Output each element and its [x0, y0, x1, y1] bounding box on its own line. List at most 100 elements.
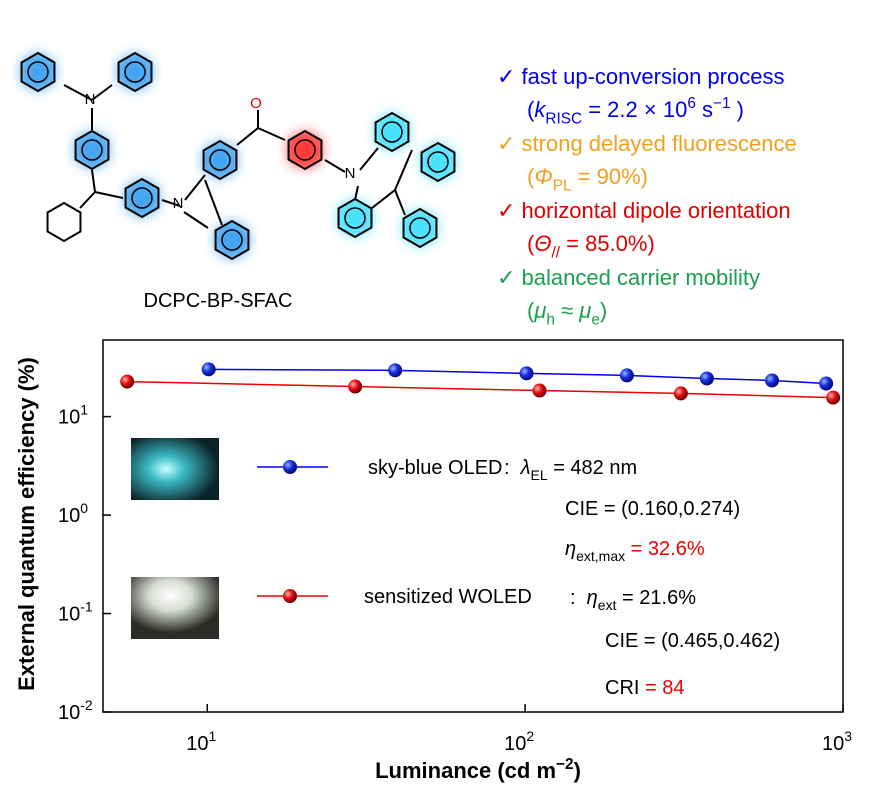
data-point	[619, 368, 634, 383]
tick-exp: 2	[526, 728, 534, 744]
legend-marker	[283, 589, 297, 603]
bond	[184, 174, 206, 201]
ring	[420, 141, 456, 183]
x-tick-label: 102	[504, 728, 534, 755]
text-run: ext	[598, 597, 617, 613]
text-run: )	[731, 97, 744, 122]
atom-label: N	[345, 165, 356, 182]
text-run: )	[574, 758, 581, 783]
atom-label: O	[250, 95, 262, 112]
y-tick-label: 101	[58, 402, 88, 429]
bond	[371, 189, 396, 209]
text-run: s	[696, 97, 713, 122]
feature-text: (kRISC = 2.2 × 106 s−1 )	[527, 95, 744, 127]
data-point	[201, 362, 216, 377]
text-run: CIE = (0.160,0.274)	[565, 498, 740, 520]
ring-inner	[427, 151, 449, 173]
tick-exp: 0	[80, 500, 88, 516]
feature-text: (μh ≈ μe)	[527, 298, 607, 329]
legend-label: sky-blue OLED	[368, 457, 503, 479]
legend-marker	[283, 460, 297, 474]
text-run: = 85.0%)	[560, 231, 655, 256]
bond	[257, 127, 286, 141]
text-run: (	[527, 97, 535, 122]
molecule-name: DCPC-BP-SFAC	[144, 290, 293, 312]
bond	[394, 189, 406, 216]
tick-base: 10	[504, 733, 526, 755]
tick-base: 10	[58, 604, 80, 626]
tick-exp: -2	[80, 697, 93, 713]
device-photo	[131, 438, 219, 500]
text-run: = 84	[639, 677, 684, 699]
bond	[359, 147, 379, 171]
text-run: CRI	[605, 677, 639, 699]
feature-text: ✓ balanced carrier mobility	[497, 265, 760, 290]
data-point	[673, 386, 688, 401]
y-tick-label: 10-1	[58, 599, 93, 626]
feature-text: (ΦPL = 90%)	[527, 164, 648, 195]
bond	[394, 149, 413, 191]
text-run: EL	[531, 467, 548, 483]
ring-inner	[27, 61, 49, 83]
ring	[124, 177, 160, 219]
bond	[324, 159, 346, 173]
ring-inner	[81, 139, 103, 161]
molecule-structure: N N O N	[20, 51, 456, 261]
ring-inner	[131, 187, 153, 209]
text-run: :	[504, 457, 521, 479]
y-axis-label: External quantum efficiency (%)	[14, 357, 39, 691]
x-tick-label: 103	[822, 728, 852, 755]
tick-exp: -1	[80, 599, 93, 615]
text-run: −2	[556, 756, 574, 773]
ring	[287, 129, 323, 171]
text-run: CIE = (0.465,0.462)	[605, 630, 780, 652]
text-run: (	[527, 231, 535, 256]
text-run: PL	[553, 178, 572, 195]
text-run: = 32.6%	[625, 538, 705, 560]
tick-exp: 1	[208, 728, 216, 744]
text-run: η	[565, 538, 576, 560]
text-run: ✓ strong delayed fluorescence	[497, 131, 797, 156]
bond	[204, 179, 223, 226]
text-run: //	[551, 245, 560, 262]
ring	[202, 139, 238, 181]
annotation: ηext,max = 32.6%	[565, 538, 705, 564]
text-run: = 21.6%	[616, 587, 696, 609]
ring	[337, 197, 373, 239]
text-run: e	[591, 312, 600, 329]
bond	[94, 191, 124, 199]
ring-inner	[344, 207, 366, 229]
text-run: ✓ balanced carrier mobility	[497, 265, 760, 290]
ring-inner	[381, 121, 403, 143]
text-run: ≈	[555, 298, 579, 323]
data-point	[532, 383, 547, 398]
data-point	[519, 366, 534, 381]
text-run: :	[570, 587, 587, 609]
text-run: 6	[687, 95, 696, 112]
text-run: (	[527, 164, 535, 189]
text-run: ✓ horizontal dipole orientation	[497, 198, 791, 223]
data-point	[819, 376, 834, 391]
annotation: CRI = 84	[605, 677, 685, 699]
text-run: λ	[520, 457, 531, 479]
legend-label: sensitized WOLED	[364, 586, 532, 608]
y-tick-label: 100	[58, 500, 88, 527]
data-point	[388, 363, 403, 378]
ring	[214, 219, 250, 261]
tick-base: 10	[822, 733, 844, 755]
feature-text: (Θ// = 85.0%)	[527, 231, 655, 262]
annotation: CIE = (0.160,0.274)	[565, 498, 740, 520]
x-axis-label: Luminance (cd m−2)	[375, 756, 581, 783]
text-run: h	[546, 312, 555, 329]
device-photo	[131, 577, 219, 639]
plot-frame	[102, 339, 844, 713]
bond	[91, 169, 96, 193]
data-point	[348, 379, 363, 394]
text-run: −1	[713, 95, 731, 112]
data-point	[826, 390, 841, 405]
bond	[183, 211, 209, 229]
text-run: Θ	[534, 231, 551, 256]
data-point	[699, 371, 714, 386]
ring-inner	[124, 61, 146, 83]
bond	[63, 84, 93, 101]
